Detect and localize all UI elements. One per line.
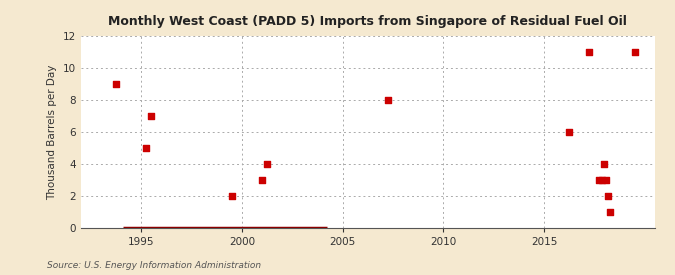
Point [141,146,152,150]
Point [599,162,610,166]
Title: Monthly West Coast (PADD 5) Imports from Singapore of Residual Fuel Oil: Monthly West Coast (PADD 5) Imports from… [109,15,627,28]
Point [597,178,608,182]
Point [564,130,574,134]
Point [256,178,267,182]
Point [594,178,605,182]
Point [146,114,157,118]
Y-axis label: Thousand Barrels per Day: Thousand Barrels per Day [47,64,57,200]
Point [262,162,273,166]
Point [629,50,640,54]
Point [383,98,394,102]
Point [227,194,238,198]
Point [605,210,616,214]
Text: Source: U.S. Energy Information Administration: Source: U.S. Energy Information Administ… [47,260,261,270]
Point [603,194,614,198]
Point [584,50,595,54]
Point [111,82,122,86]
Point [601,178,612,182]
